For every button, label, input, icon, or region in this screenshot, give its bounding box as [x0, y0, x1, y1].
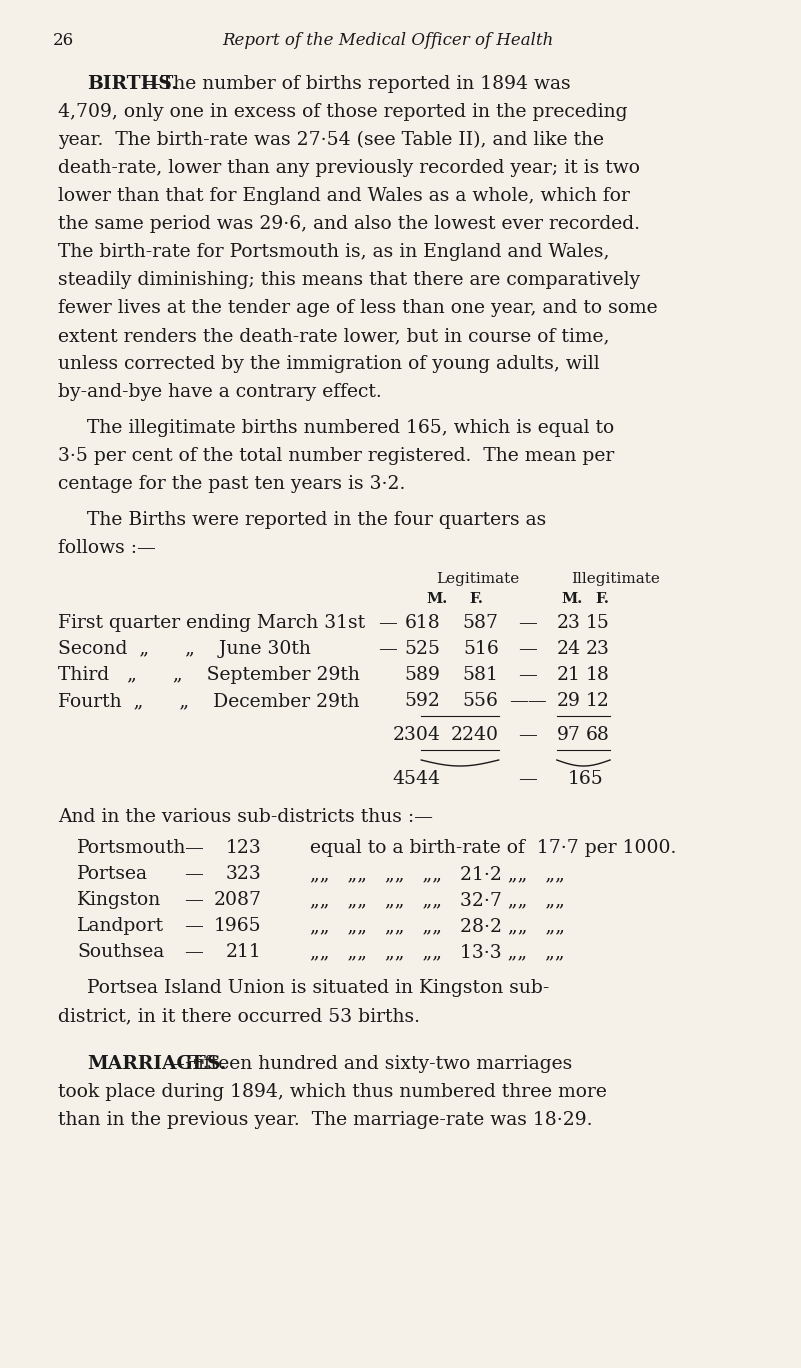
- Text: „„   „„   „„   „„   32·7 „„   „„: „„ „„ „„ „„ 32·7 „„ „„: [310, 891, 565, 908]
- Text: —: —: [518, 666, 537, 684]
- Text: 589: 589: [405, 666, 441, 684]
- Text: Illegitimate: Illegitimate: [571, 572, 660, 586]
- Text: 68: 68: [586, 726, 610, 744]
- Text: 123: 123: [226, 839, 261, 856]
- Text: 23: 23: [586, 640, 610, 658]
- Text: 592: 592: [405, 692, 441, 710]
- Text: unless corrected by the immigration of young adults, will: unless corrected by the immigration of y…: [58, 356, 600, 373]
- Text: Second  „      „    June 30th: Second „ „ June 30th: [58, 640, 311, 658]
- Text: Landport: Landport: [78, 917, 164, 934]
- Text: 618: 618: [405, 614, 441, 632]
- Text: 211: 211: [226, 943, 261, 960]
- Text: F.: F.: [595, 592, 610, 606]
- Text: —: —: [184, 891, 203, 908]
- Text: Third   „      „    September 29th: Third „ „ September 29th: [58, 666, 360, 684]
- Text: F.: F.: [469, 592, 484, 606]
- Text: „„   „„   „„   „„   13·3 „„   „„: „„ „„ „„ „„ 13·3 „„ „„: [310, 943, 565, 960]
- Text: —: —: [518, 640, 537, 658]
- Text: —: —: [184, 917, 203, 934]
- Text: 323: 323: [226, 865, 261, 882]
- Text: BIRTHS.: BIRTHS.: [87, 75, 178, 93]
- Text: took place during 1894, which thus numbered three more: took place during 1894, which thus numbe…: [58, 1083, 607, 1101]
- Text: Portsmouth: Portsmouth: [78, 839, 187, 856]
- Text: Southsea: Southsea: [78, 943, 165, 960]
- Text: Portsea Island Union is situated in Kingston sub-: Portsea Island Union is situated in King…: [87, 979, 549, 997]
- Text: 1965: 1965: [214, 917, 261, 934]
- Text: extent renders the death-rate lower, but in course of time,: extent renders the death-rate lower, but…: [58, 327, 610, 345]
- Text: 15: 15: [586, 614, 610, 632]
- Text: MARRIAGES.: MARRIAGES.: [87, 1055, 227, 1073]
- Text: 23: 23: [557, 614, 581, 632]
- Text: steadily diminishing; this means that there are comparatively: steadily diminishing; this means that th…: [58, 271, 640, 289]
- Text: —: —: [378, 614, 396, 632]
- Text: —: —: [184, 839, 203, 856]
- Text: —: —: [518, 726, 537, 744]
- Text: Kingston: Kingston: [78, 891, 162, 908]
- Text: 21: 21: [557, 666, 581, 684]
- Text: —: —: [518, 770, 537, 788]
- Text: equal to a birth-rate of  17·7 per 1000.: equal to a birth-rate of 17·7 per 1000.: [310, 839, 676, 856]
- Text: M.: M.: [426, 592, 447, 606]
- Text: death-rate, lower than any previously recorded year; it is two: death-rate, lower than any previously re…: [58, 159, 640, 176]
- Text: —: —: [184, 943, 203, 960]
- Text: M.: M.: [562, 592, 583, 606]
- Text: Fourth  „      „    December 29th: Fourth „ „ December 29th: [58, 692, 360, 710]
- Text: district, in it there occurred 53 births.: district, in it there occurred 53 births…: [58, 1007, 420, 1025]
- Text: Legitimate: Legitimate: [436, 572, 519, 586]
- Text: 2087: 2087: [213, 891, 261, 908]
- Text: And in the various sub-districts thus :—: And in the various sub-districts thus :—: [58, 808, 433, 826]
- Text: Report of the Medical Officer of Health: Report of the Medical Officer of Health: [223, 31, 554, 49]
- Text: 24: 24: [557, 640, 581, 658]
- Text: 3·5 per cent of the total number registered.  The mean per: 3·5 per cent of the total number registe…: [58, 447, 614, 465]
- Text: The illegitimate births numbered 165, which is equal to: The illegitimate births numbered 165, wh…: [87, 419, 614, 436]
- Text: 581: 581: [463, 666, 499, 684]
- Text: 516: 516: [463, 640, 499, 658]
- Text: —: —: [518, 614, 537, 632]
- Text: than in the previous year.  The marriage-rate was 18·29.: than in the previous year. The marriage-…: [58, 1111, 593, 1129]
- Text: lower than that for England and Wales as a whole, which for: lower than that for England and Wales as…: [58, 187, 630, 205]
- Text: 165: 165: [568, 770, 604, 788]
- Text: fewer lives at the tender age of less than one year, and to some: fewer lives at the tender age of less th…: [58, 300, 658, 317]
- Text: 4,709, only one in excess of those reported in the preceding: 4,709, only one in excess of those repor…: [58, 103, 628, 120]
- Text: year.  The birth-rate was 27·54 (see Table II), and like the: year. The birth-rate was 27·54 (see Tabl…: [58, 131, 604, 149]
- Text: 12: 12: [586, 692, 610, 710]
- Text: 97: 97: [557, 726, 581, 744]
- Text: follows :—: follows :—: [58, 539, 156, 557]
- Text: ——: ——: [509, 692, 546, 710]
- Text: the same period was 29·6, and also the lowest ever recorded.: the same period was 29·6, and also the l…: [58, 215, 640, 233]
- Text: 587: 587: [463, 614, 499, 632]
- Text: The Births were reported in the four quarters as: The Births were reported in the four qua…: [87, 512, 546, 529]
- Text: —: —: [378, 640, 396, 658]
- Text: 29: 29: [557, 692, 581, 710]
- Text: —: —: [184, 865, 203, 882]
- Text: Portsea: Portsea: [78, 865, 148, 882]
- Text: 4544: 4544: [392, 770, 441, 788]
- Text: 2304: 2304: [392, 726, 441, 744]
- Text: First quarter ending March 31st: First quarter ending March 31st: [58, 614, 365, 632]
- Text: centage for the past ten years is 3·2.: centage for the past ten years is 3·2.: [58, 475, 405, 492]
- Text: —The number of births reported in 1894 was: —The number of births reported in 1894 w…: [142, 75, 570, 93]
- Text: „„   „„   „„   „„   21·2 „„   „„: „„ „„ „„ „„ 21·2 „„ „„: [310, 865, 565, 882]
- Text: The birth-rate for Portsmouth is, as in England and Wales,: The birth-rate for Portsmouth is, as in …: [58, 244, 610, 261]
- Text: by-and-bye have a contrary effect.: by-and-bye have a contrary effect.: [58, 383, 382, 401]
- Text: 556: 556: [463, 692, 499, 710]
- Text: 525: 525: [405, 640, 441, 658]
- Text: —Fifteen hundred and sixty-two marriages: —Fifteen hundred and sixty-two marriages: [166, 1055, 572, 1073]
- Text: 26: 26: [53, 31, 74, 49]
- Text: 2240: 2240: [451, 726, 499, 744]
- Text: 18: 18: [586, 666, 610, 684]
- Text: „„   „„   „„   „„   28·2 „„   „„: „„ „„ „„ „„ 28·2 „„ „„: [310, 917, 565, 934]
